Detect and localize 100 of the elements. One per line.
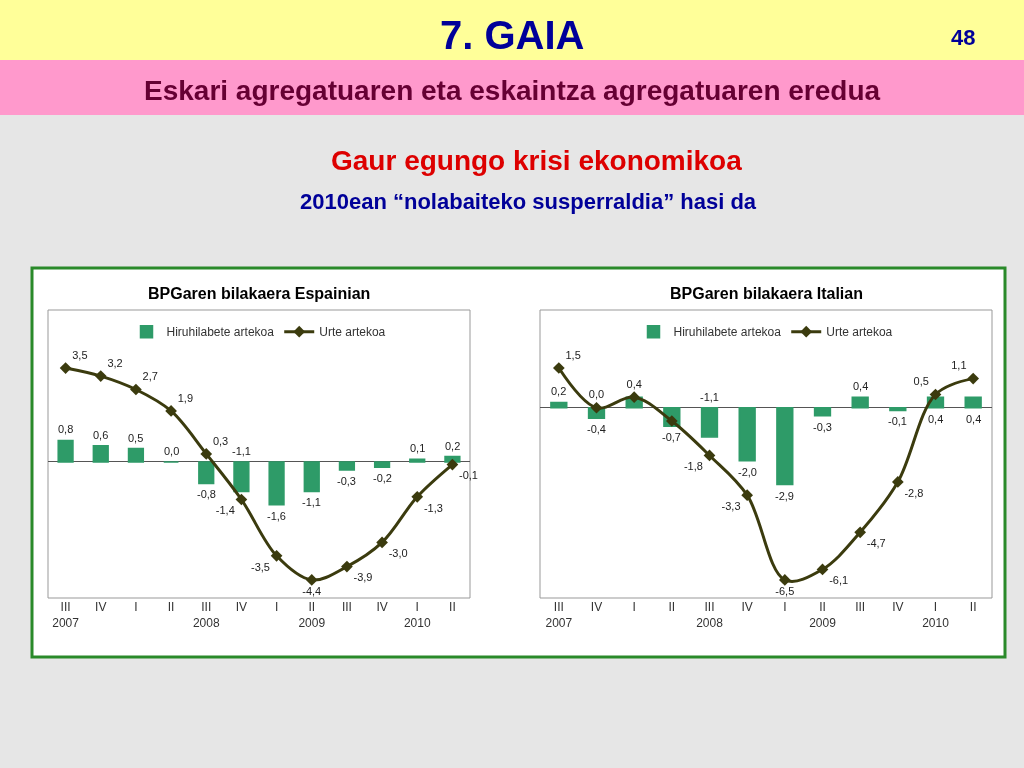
- point: [341, 560, 353, 573]
- data-label: 0,3: [212, 434, 229, 447]
- data-label: 1,5: [565, 348, 581, 361]
- legend-label: Urte artekoa: [319, 325, 386, 340]
- x-tick-label: IV: [235, 600, 248, 614]
- text: Gaur egungo krisi ekonomikoa: [331, 145, 743, 176]
- point: [94, 370, 107, 382]
- point: [590, 401, 603, 414]
- x-tick-label: III 2007: [52, 600, 80, 630]
- data-label: -3,5: [250, 560, 270, 573]
- data-label: -1,1: [700, 391, 719, 403]
- x-tick-label: II 2009: [809, 600, 837, 630]
- bar: [338, 461, 356, 471]
- data-label: 2,7: [142, 370, 158, 383]
- bar: [409, 458, 426, 463]
- x-tick-label: II: [167, 600, 175, 614]
- data-label: 0,0: [588, 388, 605, 401]
- text: Eskari agregatuaren eta eskaintza agregatuaren eredua: [144, 75, 881, 106]
- data-label: -4,7: [866, 537, 886, 550]
- x-tick-label: I: [134, 600, 138, 614]
- point: [929, 388, 942, 401]
- data-label: -1,1: [302, 496, 321, 508]
- bar: [57, 439, 74, 463]
- data-label: -1,6: [267, 510, 286, 522]
- data-label: -0,7: [662, 431, 681, 443]
- point: [552, 362, 565, 374]
- data-label: 0,8: [58, 423, 74, 435]
- point: [376, 536, 388, 549]
- point: [703, 449, 716, 462]
- x-tick-label: II: [449, 600, 456, 614]
- data-label: -0,1: [459, 469, 479, 482]
- data-label: 3,5: [72, 348, 88, 361]
- point: [59, 362, 72, 374]
- bar: [444, 455, 461, 463]
- x-tick-label: I 2010: [403, 600, 431, 630]
- legend-label: Urte artekoa: [826, 325, 893, 340]
- x-tick-label: I: [274, 600, 279, 614]
- text: 7. GAIA: [440, 13, 585, 57]
- data-label: -1,4: [215, 504, 235, 517]
- text: 2010ean “nolabaiteko susperraldia” hasi da: [300, 189, 757, 214]
- x-tick-label: II: [969, 600, 977, 614]
- data-label: 3,2: [107, 356, 123, 369]
- data-label: 0,5: [913, 375, 929, 388]
- data-label: 0,1: [410, 442, 426, 454]
- point: [967, 372, 980, 385]
- point: [628, 391, 641, 404]
- x-tick-label: I: [632, 600, 636, 614]
- data-label: 0,0: [164, 445, 180, 457]
- data-label: 0,2: [551, 385, 567, 397]
- bar: [303, 461, 320, 493]
- data-label: -0,3: [337, 475, 356, 487]
- data-label: -3,0: [388, 547, 408, 560]
- point: [200, 448, 213, 460]
- data-label: -0,8: [197, 488, 216, 500]
- data-label: 0,4: [966, 413, 982, 425]
- bar: [373, 461, 391, 469]
- bar: [233, 461, 250, 493]
- point: [891, 476, 904, 488]
- data-label: -2,8: [904, 486, 924, 499]
- data-label: -6,5: [775, 584, 795, 597]
- x-tick-label: III 2008: [696, 600, 724, 630]
- data-label: -1,1: [232, 445, 251, 457]
- data-label: -0,2: [373, 472, 392, 484]
- data-label: 0,4: [626, 377, 642, 390]
- x-tick-label: III 2008: [192, 600, 220, 630]
- x-tick-label: IV: [590, 600, 603, 614]
- point: [446, 458, 459, 471]
- x-tick-label: III: [341, 600, 352, 614]
- point: [741, 489, 754, 502]
- data-label: -3,3: [721, 500, 741, 513]
- data-label: -1,8: [683, 460, 703, 473]
- bar: [198, 461, 215, 485]
- chart-title: BPGaren bilakaera Espainian: [148, 285, 371, 302]
- data-label: 1,1: [951, 359, 967, 372]
- x-tick-label: III: [855, 600, 866, 614]
- x-tick-label: IV: [376, 600, 388, 614]
- point: [130, 383, 142, 396]
- x-tick-label: III 2007: [545, 600, 573, 630]
- x-tick-label: I 2010: [922, 600, 950, 630]
- x-tick-label: II: [668, 600, 676, 614]
- text: 48: [951, 25, 976, 50]
- x-tick-label: II 2009: [298, 600, 326, 630]
- data-label: 1,9: [177, 391, 193, 404]
- data-label: -0,4: [587, 423, 606, 435]
- bar: [92, 445, 109, 463]
- data-label: 0,2: [445, 440, 461, 452]
- x-tick-label: IV: [741, 600, 753, 614]
- x-tick-label: IV: [892, 600, 904, 614]
- data-label: 0,4: [853, 380, 869, 392]
- data-label: -3,9: [353, 571, 373, 584]
- point: [816, 563, 829, 576]
- point: [778, 574, 791, 586]
- legend-label: Hiruhilabete artekoa: [166, 325, 275, 340]
- data-label: 0,5: [128, 432, 144, 444]
- data-label: -0,1: [888, 415, 907, 427]
- data-label: -6,1: [829, 574, 849, 587]
- data-label: 0,6: [93, 429, 109, 441]
- data-label: -2,0: [738, 466, 757, 478]
- data-label: -2,9: [775, 490, 794, 502]
- point: [305, 574, 318, 586]
